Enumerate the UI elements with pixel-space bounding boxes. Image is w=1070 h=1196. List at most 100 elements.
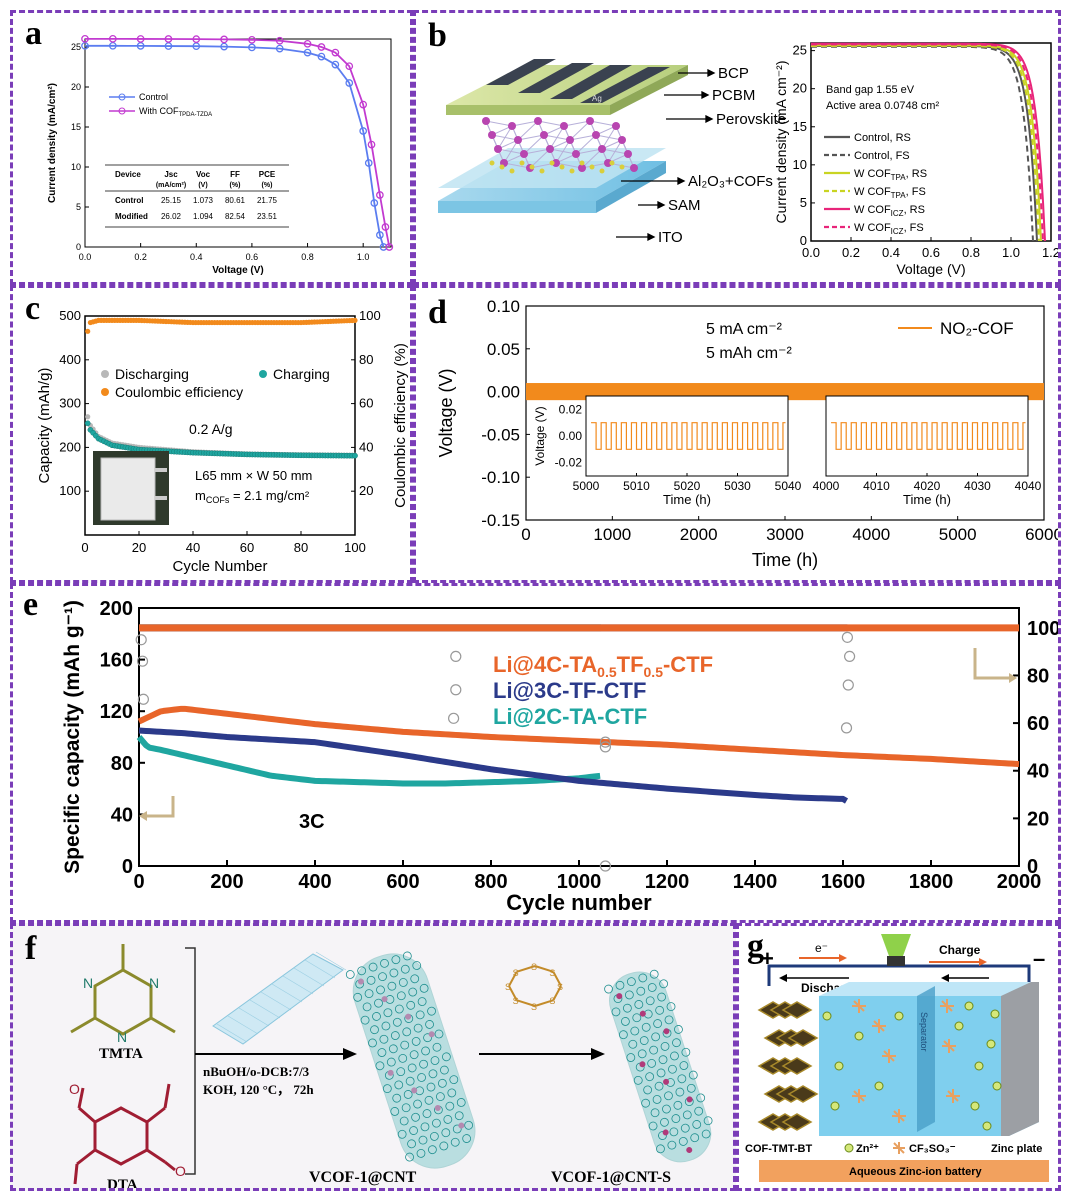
table-cell: Modified [115, 212, 148, 221]
pouch-tab [155, 496, 167, 500]
capacity-series-e [138, 727, 849, 804]
lattice-atom [494, 145, 502, 153]
cof-particle [509, 168, 515, 174]
cof-node [686, 1147, 693, 1154]
inset-x-tick-label: 4010 [863, 479, 890, 493]
legend-marker-c [259, 370, 267, 378]
y-tick-label-a: 15 [71, 122, 81, 132]
cnt-hexagon [386, 1057, 396, 1067]
data-point-a [248, 43, 256, 52]
cnt-hexagon [682, 1110, 692, 1120]
lattice-atom [618, 136, 626, 144]
cnt-hexagon [398, 978, 408, 987]
legend-label-c: Coulombic efficiency [115, 384, 243, 400]
cnt-hexagon [383, 1008, 393, 1018]
cnt-hexagon [441, 1052, 451, 1062]
y2-tick-label-e: 60 [1027, 713, 1049, 735]
x-tick-label-d: 2000 [680, 525, 718, 544]
data-point-a [317, 43, 326, 51]
data-point-a [317, 52, 326, 61]
cnt-hexagon [664, 1015, 674, 1025]
x-tick-label-b: 0.4 [882, 245, 900, 260]
sulfur-atom: S [549, 968, 555, 978]
cof-node [387, 1069, 394, 1076]
lattice-atom [572, 150, 580, 158]
lattice-bond [595, 134, 623, 141]
lattice-atom [514, 136, 522, 144]
cnt-grid-line [238, 1007, 270, 1027]
y-tick-label-c: 300 [59, 396, 81, 411]
cof-particle [519, 160, 525, 166]
legend-label-b: Control, FS [854, 150, 910, 162]
cnt-hexagon [681, 1047, 691, 1057]
cof-particle [599, 168, 605, 174]
cnt-hexagon [345, 970, 355, 979]
cnt-hexagon [604, 984, 613, 994]
zn-ion [974, 1061, 984, 1071]
lattice-bond [491, 134, 519, 141]
x-tick-label-d: 1000 [593, 525, 631, 544]
cnt-hexagon [432, 1042, 442, 1052]
zn-ion-icon [844, 1143, 854, 1153]
inset-y-tick-label: -0.02 [555, 456, 583, 470]
cnt-hexagon [641, 1022, 651, 1032]
y2-tick-label-e: 0 [1027, 856, 1038, 878]
panel-d: d 0 1000 2000 3000 4000 5000 6000 -0.15 -0.10 -0.… [413, 285, 1061, 583]
lattice-atom [540, 131, 548, 139]
cnt-hexagon [654, 1081, 664, 1091]
cof-hexagon [781, 1113, 813, 1131]
cnt-hexagon [701, 1129, 711, 1139]
cnt-hexagon [655, 1005, 665, 1015]
ions [822, 999, 1002, 1131]
table-cell: Control [115, 196, 143, 205]
product-1-label: VCOF-1@CNT [309, 1169, 417, 1186]
chart-e: 0 200 400 600 800 1000 1200 1400 1600 1800 2000040… [61, 598, 1058, 915]
right-axis-indicator [973, 648, 1009, 680]
y2-tick-label-e: 20 [1027, 808, 1049, 830]
data-point-a [164, 35, 173, 43]
chart-b: 0.0 0.2 0.4 0.6 0.8 1.0 1.2 0 5 10 15 20 25 Voltage (… [773, 42, 1058, 277]
series-line-b [811, 43, 1044, 242]
cof-hexagon [787, 1029, 819, 1047]
legend-label-b: W COFTPA, RS [854, 168, 927, 182]
lattice-bond [581, 162, 609, 169]
y-tick-label-d: 0.05 [487, 340, 520, 359]
inset-x-tick-label: 5000 [573, 479, 600, 493]
zn-ion [874, 1081, 884, 1091]
cnt-hexagon [428, 1069, 438, 1079]
legend-label-b: W COFTPA, FS [854, 186, 926, 200]
cnt-hexagon [400, 1040, 410, 1050]
anion-label: CF₃SO₃⁻ [909, 1143, 956, 1155]
cnt-hexagon [405, 1152, 414, 1162]
panel-c: c 0 20 40 60 80 100 100 200 300 400 500 20 40 60 80 100… [10, 285, 413, 583]
data-point-c [352, 452, 358, 459]
y2-tick-label-c: 20 [359, 483, 373, 498]
table-header: Jsc [164, 170, 178, 179]
dta-o2: O [175, 1163, 186, 1179]
cnt-hexagon [398, 1053, 408, 1063]
capacity-series-e [136, 735, 601, 787]
cnt-hexagon [441, 1128, 451, 1138]
legend-label-b: W COFICZ, FS [854, 222, 924, 236]
table-header-unit: (V) [198, 182, 207, 189]
cof-node [686, 1096, 693, 1103]
condition-2-d: 5 mAh cm⁻² [706, 345, 792, 362]
y-axis-label-a: Current density (mA/cm²) [47, 83, 58, 203]
anion-arm [941, 1000, 953, 1012]
data-point-a [376, 231, 384, 239]
x-tick-label-b: 0.0 [802, 245, 820, 260]
cnt-tube [212, 951, 347, 1045]
cnt-hexagon [392, 1017, 402, 1027]
x-tick-label-c: 40 [186, 540, 200, 555]
y-tick-label-c: 200 [59, 439, 81, 454]
loading-subscript-c: COFs [206, 495, 230, 505]
cof-particle [499, 164, 505, 170]
y-tick-label-b: 15 [793, 119, 807, 134]
cnt-hexagon [636, 986, 646, 996]
data-point-a [81, 34, 89, 43]
cnt-hexagon [415, 1010, 425, 1020]
layer-arrows [616, 68, 716, 242]
tmta-label: TMTA [99, 1046, 143, 1062]
zn-ion [990, 1009, 1000, 1019]
series-line-b [811, 44, 1042, 242]
